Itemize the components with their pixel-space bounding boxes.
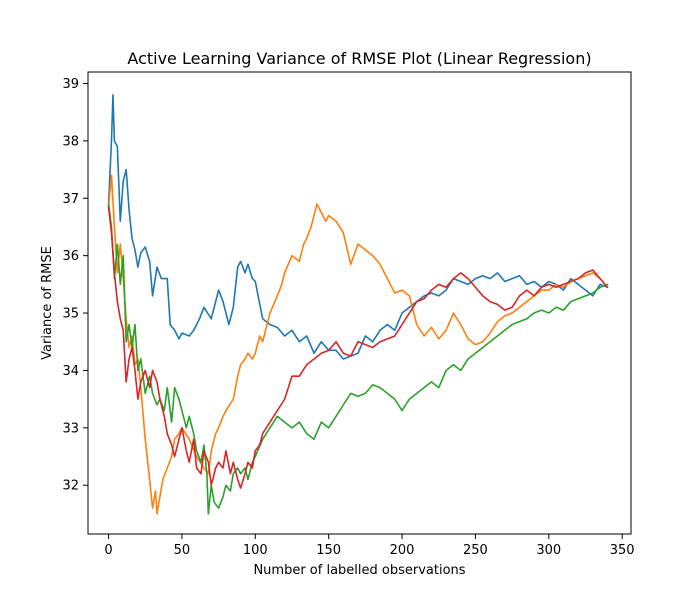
x-tick-label: 250 [463, 543, 488, 558]
x-tick-label: 200 [390, 543, 415, 558]
y-tick-label: 36 [62, 249, 79, 264]
y-tick-label: 32 [62, 479, 79, 494]
series-layer [107, 94, 609, 515]
x-axis: 0 50 100 150 200 250 300 350 [104, 534, 635, 558]
plot-area [88, 72, 631, 534]
y-tick-label: 38 [62, 134, 79, 149]
x-tick-label: 100 [243, 543, 268, 558]
y-axis: 32 33 34 35 36 37 38 39 [62, 77, 88, 494]
y-tick-label: 34 [62, 364, 79, 379]
y-tick-label: 37 [62, 192, 79, 207]
y-tick-label: 39 [62, 77, 79, 92]
x-tick-label: 150 [316, 543, 341, 558]
y-tick-label: 35 [62, 307, 79, 322]
y-tick-label: 33 [62, 421, 79, 436]
x-tick-label: 350 [610, 543, 635, 558]
series-line-2 [107, 174, 609, 515]
x-tick-label: 0 [104, 543, 112, 558]
x-tick-label: 50 [174, 543, 191, 558]
series-line-1 [107, 94, 609, 360]
y-axis-label: Variance of RMSE [40, 246, 55, 360]
x-tick-label: 300 [536, 543, 561, 558]
x-axis-label: Number of labelled observations [253, 563, 465, 578]
plot-frame [87, 71, 632, 535]
series-line-3 [107, 203, 609, 515]
series-line-4 [107, 206, 609, 489]
chart-title: Active Learning Variance of RMSE Plot (L… [127, 49, 591, 68]
